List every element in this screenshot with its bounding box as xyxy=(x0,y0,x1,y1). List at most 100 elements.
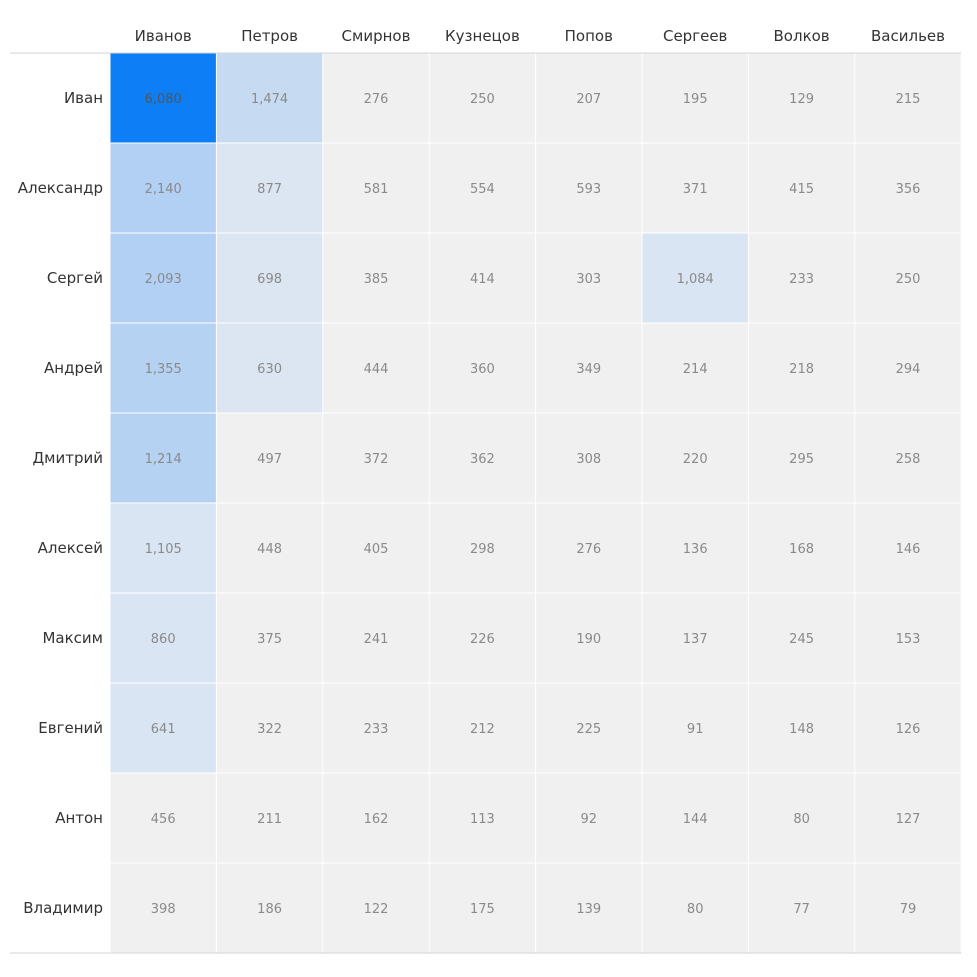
cell-value-label: 497 xyxy=(257,452,282,467)
cell-value-label: 79 xyxy=(900,902,917,917)
heatmap-cell xyxy=(110,863,216,953)
heatmap-cell xyxy=(429,593,536,683)
row-label: Сергей xyxy=(47,269,103,287)
heatmap-cell xyxy=(429,683,536,773)
cell-value-label: 195 xyxy=(683,92,708,107)
heatmap-cell xyxy=(642,413,748,503)
cell-value-label: 80 xyxy=(687,902,704,917)
cell-value-label: 212 xyxy=(470,722,495,737)
cell-value-label: 218 xyxy=(789,362,814,377)
cell-value-label: 113 xyxy=(470,812,495,827)
column-label: Попов xyxy=(565,27,613,45)
heatmap-cell xyxy=(536,233,642,323)
heatmap-cell xyxy=(323,773,429,863)
cell-value-label: 698 xyxy=(257,272,282,287)
cell-value-label: 2,093 xyxy=(145,272,182,287)
heatmap-cell xyxy=(216,143,323,233)
cell-value-label: 175 xyxy=(470,902,495,917)
heatmap-cell xyxy=(536,683,642,773)
heatmap-cell xyxy=(216,53,323,143)
cell-value-label: 276 xyxy=(364,92,389,107)
cell-value-label: 139 xyxy=(576,902,601,917)
cell-value-label: 211 xyxy=(257,812,282,827)
heatmap-cell xyxy=(110,413,216,503)
column-label: Волков xyxy=(774,27,830,45)
heatmap-cell xyxy=(536,143,642,233)
cell-value-label: 233 xyxy=(789,272,814,287)
column-label: Иванов xyxy=(135,27,192,45)
cell-value-label: 258 xyxy=(896,452,921,467)
column-label: Сергеев xyxy=(663,27,727,45)
cell-value-label: 148 xyxy=(789,722,814,737)
row-label: Андрей xyxy=(44,359,103,377)
cell-value-label: 415 xyxy=(789,182,814,197)
heatmap-cell xyxy=(748,323,855,413)
cell-value-label: 444 xyxy=(364,362,389,377)
heatmap-cell xyxy=(536,503,642,593)
cell-value-label: 91 xyxy=(687,722,704,737)
cell-value-label: 1,355 xyxy=(145,362,182,377)
cell-value-label: 1,214 xyxy=(145,452,182,467)
cell-value-label: 298 xyxy=(470,542,495,557)
heatmap-cell xyxy=(429,413,536,503)
cell-value-label: 122 xyxy=(364,902,389,917)
heatmap-cell xyxy=(748,503,855,593)
cell-value-label: 146 xyxy=(896,542,921,557)
heatmap-cell xyxy=(323,143,429,233)
heatmap-cell xyxy=(429,863,536,953)
heatmap-cell xyxy=(216,323,323,413)
cell-value-label: 144 xyxy=(683,812,708,827)
cell-value-label: 456 xyxy=(151,812,176,827)
column-labels: Иванов Петров Смирнов Кузнецов Попов Сергеев В… xyxy=(135,27,945,45)
cell-value-label: 77 xyxy=(793,902,810,917)
heatmap-cell xyxy=(855,773,961,863)
cell-value-label: 250 xyxy=(470,92,495,107)
cell-value-label: 1,105 xyxy=(145,542,182,557)
heatmap-cell xyxy=(110,53,216,143)
cell-value-label: 276 xyxy=(576,542,601,557)
heatmap-cell xyxy=(642,593,748,683)
cell-value-label: 398 xyxy=(151,902,176,917)
cell-value-label: 233 xyxy=(364,722,389,737)
heatmap-cell xyxy=(855,683,961,773)
heatmap-cell xyxy=(536,53,642,143)
cell-value-label: 6,080 xyxy=(145,92,182,107)
heatmap-cell xyxy=(536,773,642,863)
heatmap-cell xyxy=(855,323,961,413)
cell-value-label: 127 xyxy=(896,812,921,827)
cell-value-label: 241 xyxy=(364,632,389,647)
cell-value-label: 581 xyxy=(364,182,389,197)
cell-value-label: 2,140 xyxy=(145,182,182,197)
heatmap-cell xyxy=(216,593,323,683)
cell-value-label: 1,474 xyxy=(251,92,288,107)
row-label: Дмитрий xyxy=(32,449,103,467)
cell-value-label: 303 xyxy=(576,272,601,287)
cell-value-label: 129 xyxy=(789,92,814,107)
cell-value-label: 92 xyxy=(581,812,598,827)
heatmap-cell xyxy=(536,593,642,683)
cell-value-label: 162 xyxy=(364,812,389,827)
cell-value-label: 405 xyxy=(364,542,389,557)
row-label: Максим xyxy=(42,629,103,647)
heatmap-cells: 6,080 1,474 276 250 207 195 129 215 2,140 877 581 5… xyxy=(110,53,961,953)
heatmap-cell xyxy=(429,233,536,323)
heatmap-cell xyxy=(642,503,748,593)
cell-value-label: 226 xyxy=(470,632,495,647)
cell-value-label: 360 xyxy=(470,362,495,377)
heatmap-cell xyxy=(429,503,536,593)
heatmap-cell xyxy=(855,143,961,233)
heatmap-cell xyxy=(855,593,961,683)
heatmap-cell xyxy=(429,53,536,143)
cell-value-label: 215 xyxy=(896,92,921,107)
heatmap-cell xyxy=(536,863,642,953)
heatmap-cell xyxy=(110,593,216,683)
heatmap-cell xyxy=(748,413,855,503)
axis-lines xyxy=(10,52,962,954)
cell-value-label: 322 xyxy=(257,722,282,737)
cell-value-label: 372 xyxy=(364,452,389,467)
heatmap-cell xyxy=(748,53,855,143)
cell-value-label: 356 xyxy=(896,182,921,197)
row-labels: Иван Александр Сергей Андрей Дмитрий Алексей М… xyxy=(18,89,103,917)
heatmap-cell xyxy=(855,413,961,503)
heatmap-cell xyxy=(748,863,855,953)
